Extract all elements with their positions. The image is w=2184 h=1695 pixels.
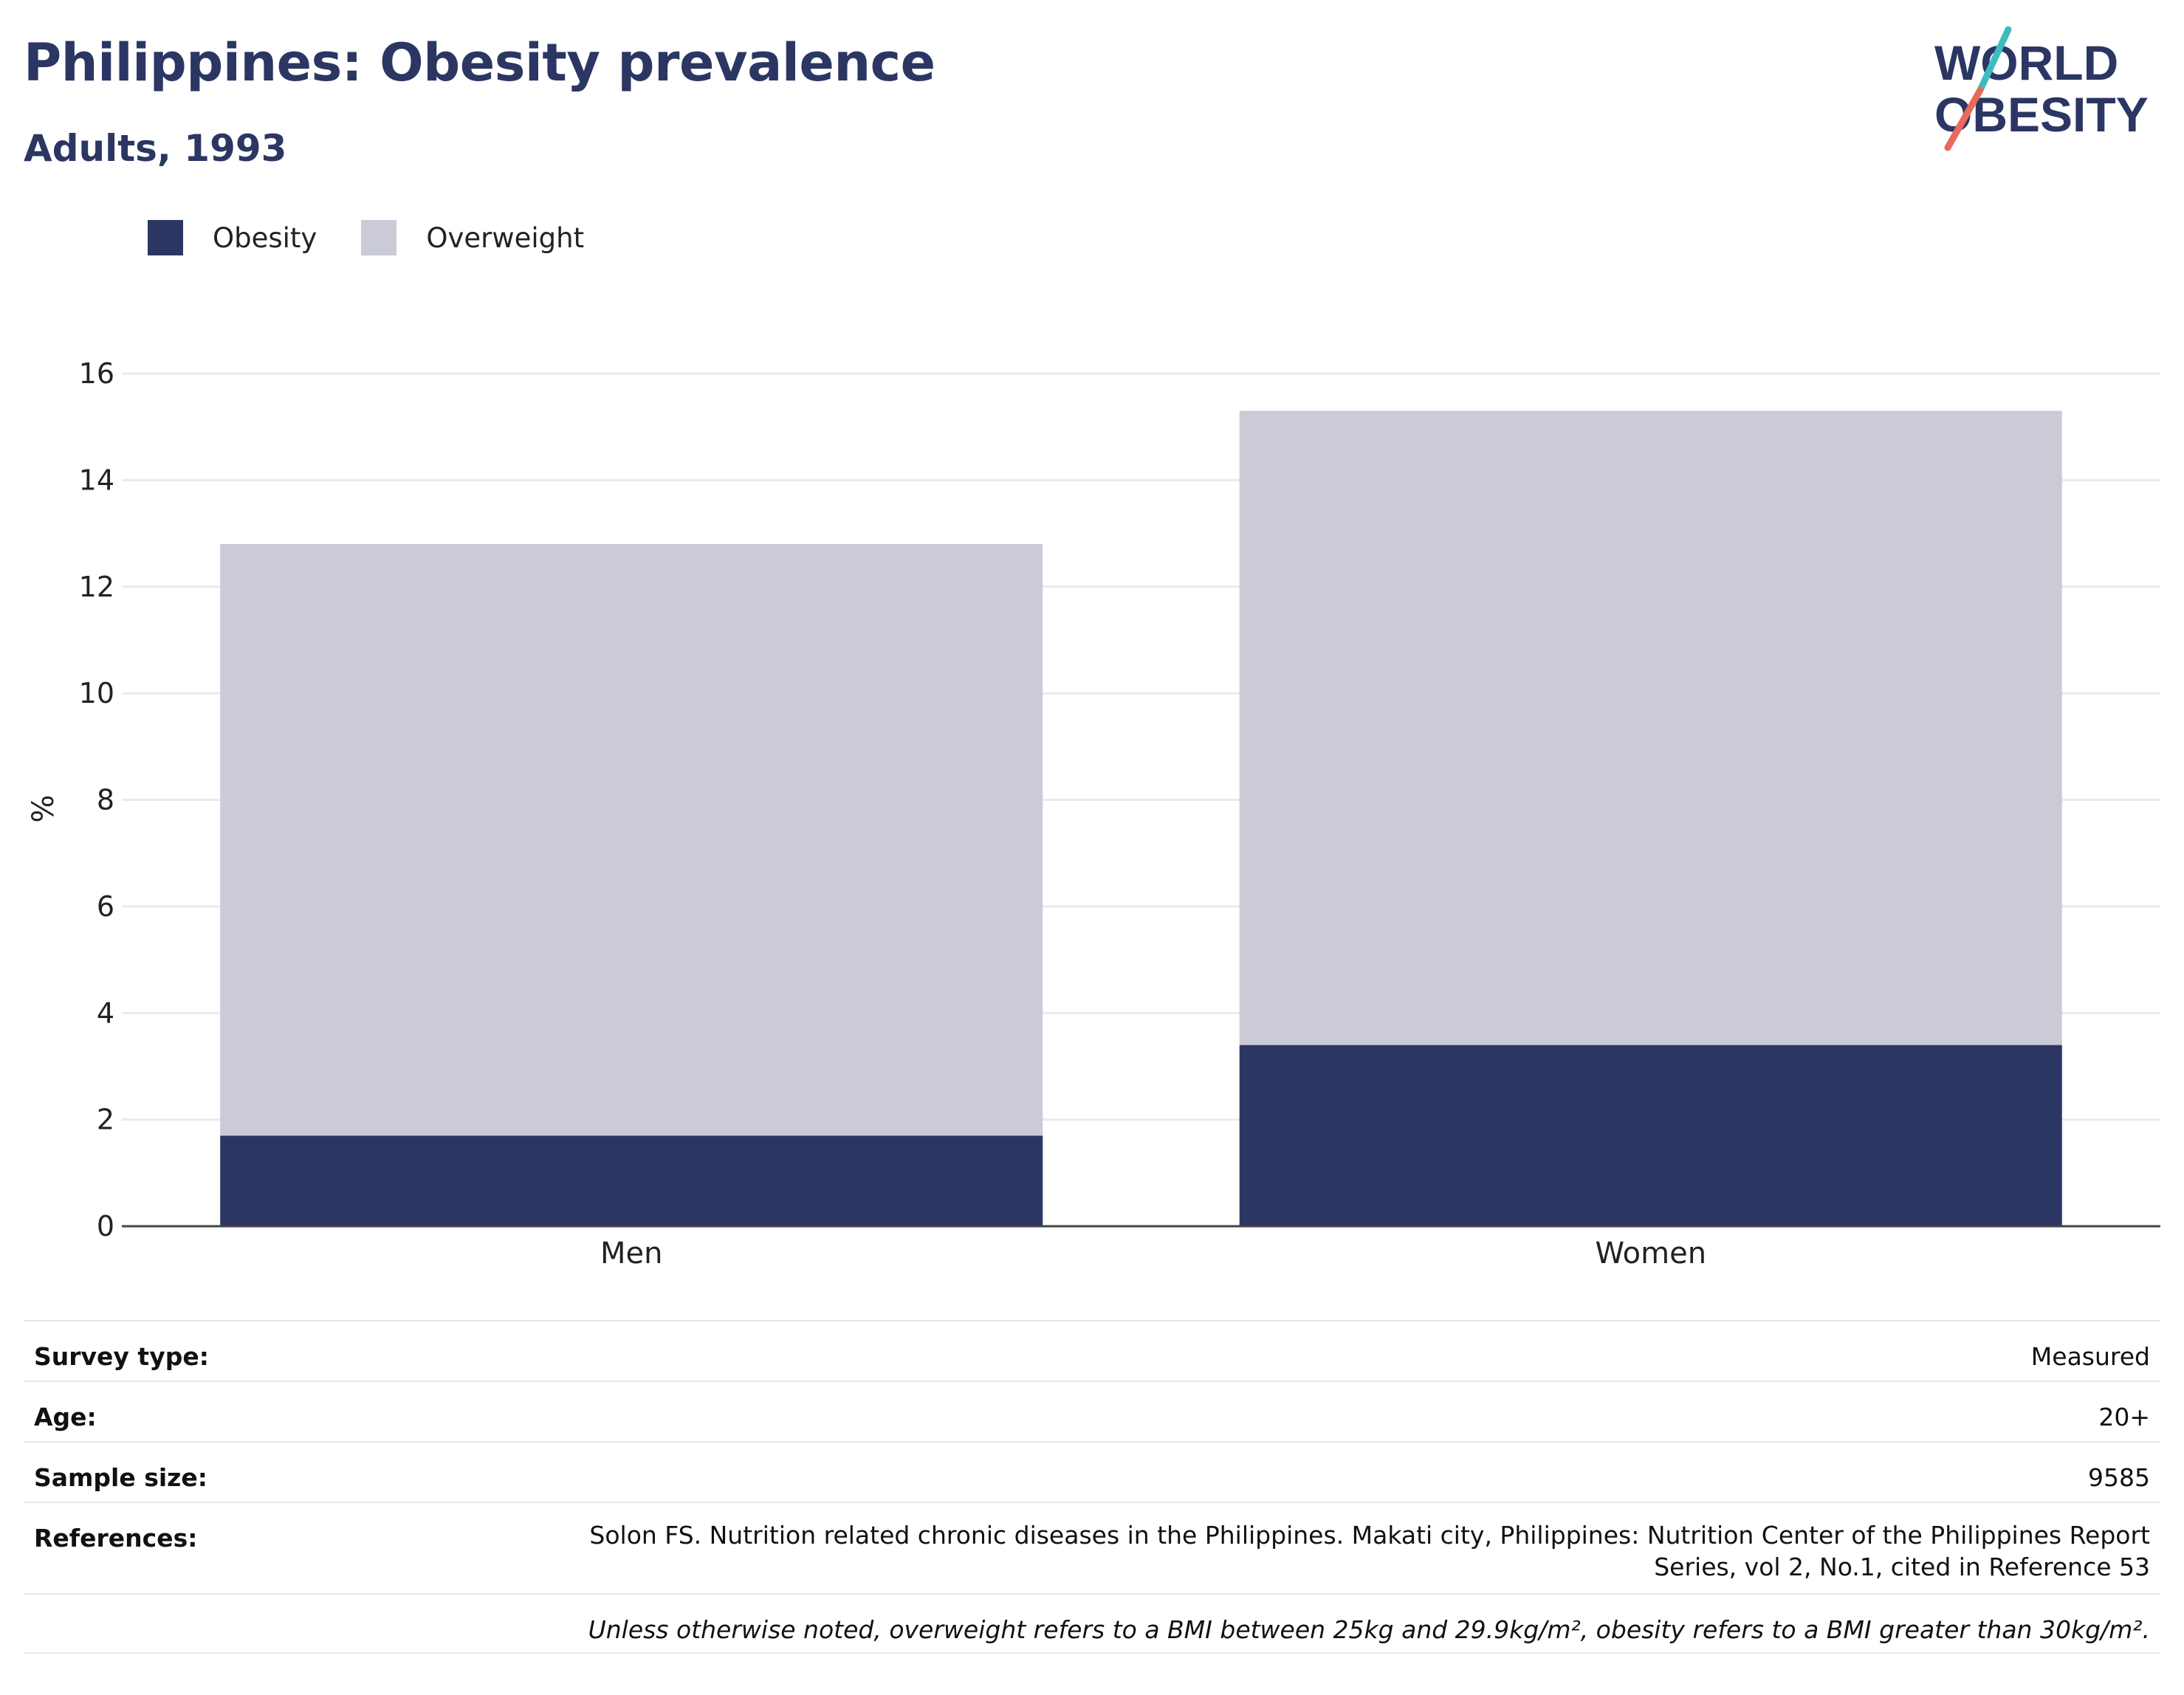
chart-subtitle: Adults, 1993 (24, 127, 287, 170)
y-tick-label-2: 2 (97, 1104, 114, 1136)
y-tick-label-14: 14 (79, 464, 114, 496)
info-row-sample-size: Sample size: 9585 (24, 1441, 2160, 1502)
logo-line1: WORLD (1934, 35, 2118, 90)
sample-size-value: 9585 (2088, 1463, 2150, 1492)
x-tick-label-women: Women (1595, 1237, 1706, 1271)
chart-title: Philippines: Obesity prevalence (24, 32, 935, 93)
legend: Obesity Overweight (148, 220, 628, 255)
info-row-survey-type: Survey type: Measured (24, 1320, 2160, 1381)
y-tick-label-16: 16 (79, 357, 114, 390)
y-tick-label-0: 0 (97, 1210, 114, 1242)
legend-item-obesity[interactable]: Obesity (148, 220, 317, 255)
bar-obesity-women (1239, 1045, 2062, 1226)
info-row-age: Age: 20+ (24, 1381, 2160, 1441)
info-row-note: Unless otherwise noted, overweight refer… (24, 1593, 2160, 1654)
legend-label-overweight: Overweight (426, 221, 585, 254)
legend-label-obesity: Obesity (213, 221, 317, 254)
legend-swatch-overweight (361, 220, 397, 255)
survey-type-value: Measured (2030, 1342, 2150, 1371)
y-tick-label-10: 10 (79, 677, 114, 709)
bar-chart: 0 2 4 6 8 10 12 14 16% Men Women (27, 357, 2160, 1271)
y-tick-label-4: 4 (97, 997, 114, 1029)
references-label: References: (34, 1524, 198, 1553)
logo-slash-coral (1944, 86, 1984, 151)
y-axis-label: % (27, 794, 61, 822)
world-obesity-logo: WORLD OBESITY (1934, 26, 2149, 151)
y-tick-label-12: 12 (79, 571, 114, 603)
y-tick-label-8: 8 (97, 784, 114, 816)
references-value: Solon FS. Nutrition related chronic dise… (589, 1521, 2150, 1581)
info-table: Survey type: Measured Age: 20+ Sample si… (24, 1320, 2160, 1654)
legend-item-overweight[interactable]: Overweight (361, 220, 584, 255)
info-row-references: References: Solon FS. Nutrition related … (24, 1502, 2160, 1593)
legend-swatch-obesity (148, 220, 183, 255)
logo-slash-teal (1977, 26, 2012, 94)
sample-size-label: Sample size: (34, 1463, 207, 1492)
y-tick-label-6: 6 (97, 890, 114, 923)
survey-type-label: Survey type: (34, 1342, 209, 1371)
bar-overweight-women (1239, 410, 2062, 1045)
x-tick-label-men: Men (600, 1237, 662, 1271)
age-label: Age: (34, 1403, 97, 1431)
bar-overweight-men (220, 544, 1043, 1136)
definition-note: Unless otherwise noted, overweight refer… (588, 1615, 2150, 1644)
age-value: 20+ (2098, 1403, 2150, 1431)
bar-obesity-men (220, 1135, 1043, 1226)
